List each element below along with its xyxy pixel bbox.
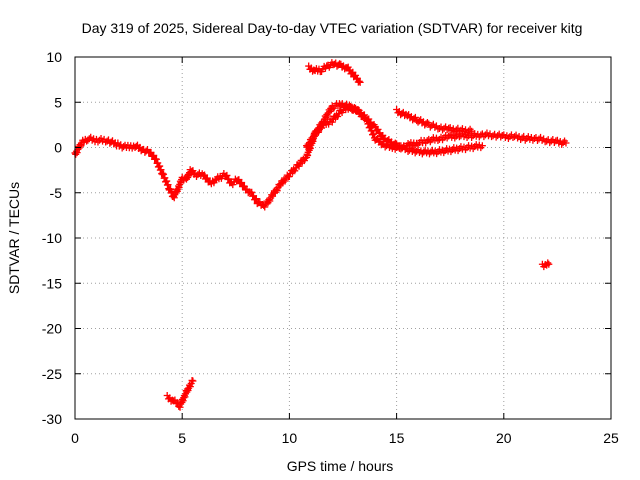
data-point	[355, 77, 363, 85]
data-point	[434, 137, 442, 145]
data-point	[273, 187, 281, 195]
data-point	[252, 195, 260, 203]
data-point	[311, 130, 319, 138]
data-point	[360, 111, 368, 119]
y-tick-labels: -30 -25 -20 -15 -10 -5 0 5 10	[42, 49, 62, 427]
series-track-high	[305, 59, 364, 86]
data-layer	[71, 59, 570, 411]
data-point	[323, 111, 331, 119]
data-point	[314, 127, 322, 135]
data-point	[478, 142, 486, 150]
data-point	[313, 125, 321, 133]
data-point	[391, 139, 399, 147]
data-point	[303, 143, 311, 151]
y-tick-label: -25	[42, 366, 62, 382]
data-point	[189, 377, 197, 385]
grid-lines	[75, 57, 611, 419]
series-track-isolated	[538, 259, 553, 271]
data-point	[322, 114, 330, 122]
data-point	[463, 129, 471, 137]
series-track-low	[163, 376, 197, 411]
x-tick-label: 25	[603, 430, 619, 446]
data-point	[186, 383, 194, 391]
x-tick-labels: 0 5 10 15 20 25	[71, 430, 619, 446]
data-point	[326, 107, 334, 115]
y-tick-label: 5	[54, 94, 62, 110]
y-axis-label: SDTVAR / TECUs	[6, 182, 22, 294]
data-point	[429, 120, 437, 128]
data-point	[562, 139, 570, 147]
series-track-right-branch	[393, 106, 476, 137]
data-point	[411, 113, 419, 121]
x-tick-label: 5	[178, 430, 186, 446]
data-point	[545, 260, 553, 268]
data-point	[77, 142, 85, 150]
series-track-upper-branch	[303, 100, 486, 158]
x-axis-label: GPS time / hours	[287, 458, 394, 474]
y-tick-label: -30	[42, 411, 62, 427]
data-point	[315, 124, 323, 132]
data-point	[431, 123, 439, 131]
data-point	[468, 127, 476, 135]
data-point	[266, 197, 274, 205]
data-point	[538, 136, 546, 144]
data-point	[307, 137, 315, 145]
data-point	[423, 137, 431, 145]
data-point	[306, 139, 314, 147]
data-point	[269, 192, 277, 200]
data-point	[308, 134, 316, 142]
data-point	[324, 112, 332, 120]
y-tick-label: 10	[46, 49, 62, 65]
x-tick-label: 10	[282, 430, 298, 446]
y-tick-label: 0	[54, 140, 62, 156]
x-tick-label: 0	[71, 430, 79, 446]
data-point	[320, 115, 328, 123]
x-tick-label: 15	[389, 430, 405, 446]
data-point	[317, 122, 325, 130]
data-point	[313, 128, 321, 136]
series-track-main	[71, 103, 570, 211]
data-point	[423, 119, 431, 127]
chart-title: Day 319 of 2025, Sidereal Day-to-day VTE…	[82, 20, 583, 36]
data-point	[324, 109, 332, 117]
y-tick-label: -10	[42, 230, 62, 246]
y-tick-label: -20	[42, 321, 62, 337]
data-point	[356, 78, 364, 86]
data-point	[320, 118, 328, 126]
tick-marks	[74, 56, 612, 420]
y-tick-label: -5	[50, 185, 63, 201]
data-point	[304, 140, 312, 148]
data-point	[305, 142, 313, 150]
data-point	[517, 135, 525, 143]
data-point	[544, 259, 552, 267]
x-tick-label: 20	[496, 430, 512, 446]
y-tick-label: -15	[42, 275, 62, 291]
data-point	[309, 135, 317, 143]
